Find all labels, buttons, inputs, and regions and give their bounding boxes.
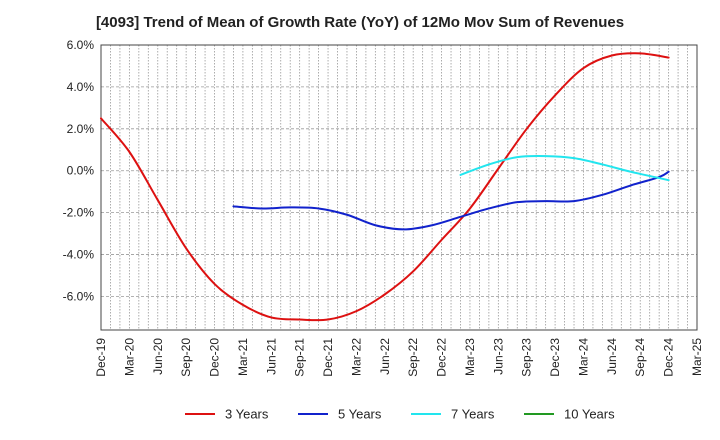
chart-title: [4093] Trend of Mean of Growth Rate (YoY… bbox=[95, 14, 625, 31]
x-tick-label: Mar-21 bbox=[236, 338, 250, 376]
x-tick-label: Mar-22 bbox=[349, 338, 363, 376]
y-tick-label: 0.0% bbox=[67, 164, 95, 178]
x-tick-label: Jun-23 bbox=[491, 338, 505, 375]
x-tick-label: Sep-24 bbox=[633, 338, 647, 377]
plot-border bbox=[100, 44, 698, 331]
legend-label: 7 Years bbox=[451, 407, 495, 422]
x-tick-label: Mar-23 bbox=[463, 338, 477, 376]
x-tick-label: Dec-24 bbox=[662, 338, 676, 377]
x-tick-label: Jun-22 bbox=[378, 338, 392, 375]
x-tick-label: Mar-20 bbox=[122, 338, 136, 376]
x-tick-label: Jun-24 bbox=[605, 338, 619, 375]
x-tick-label: Dec-23 bbox=[548, 338, 562, 377]
x-tick-label: Sep-22 bbox=[406, 338, 420, 377]
x-tick-label: Dec-19 bbox=[94, 338, 108, 377]
series-line-3-years bbox=[100, 52, 670, 322]
x-tick-label: Mar-24 bbox=[576, 338, 590, 376]
y-tick-label: 2.0% bbox=[67, 122, 95, 136]
legend-label: 10 Years bbox=[564, 407, 615, 422]
x-tick-label: Jun-20 bbox=[151, 338, 165, 375]
plot-area bbox=[101, 45, 697, 330]
y-tick-label: 4.0% bbox=[67, 80, 95, 94]
y-tick-label: -4.0% bbox=[63, 248, 95, 262]
series-line-5-years bbox=[232, 170, 670, 231]
y-tick-label: -2.0% bbox=[63, 206, 95, 220]
x-tick-label: Sep-21 bbox=[293, 338, 307, 377]
legend-label: 3 Years bbox=[225, 407, 269, 422]
x-tick-label: Dec-22 bbox=[435, 338, 449, 377]
x-tick-label: Jun-21 bbox=[264, 338, 278, 375]
x-tick-label: Sep-20 bbox=[179, 338, 193, 377]
x-tick-label: Mar-25 bbox=[690, 338, 704, 376]
series-line-7-years bbox=[459, 154, 670, 182]
legend-label: 5 Years bbox=[338, 407, 382, 422]
x-tick-label: Dec-20 bbox=[208, 338, 222, 377]
x-tick-label: Sep-23 bbox=[520, 338, 534, 377]
x-tick-label: Dec-21 bbox=[321, 338, 335, 377]
y-tick-label: -6.0% bbox=[63, 289, 95, 303]
y-tick-label: 6.0% bbox=[67, 38, 95, 52]
